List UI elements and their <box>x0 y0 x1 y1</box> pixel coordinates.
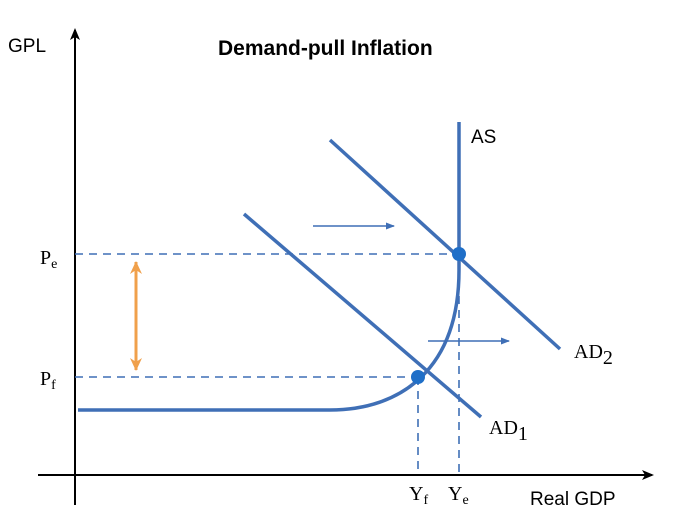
y-axis-label: GPL <box>8 36 46 57</box>
ad2-curve <box>328 138 562 351</box>
pe-label: Pe <box>40 247 57 272</box>
pf-label: Pf <box>40 368 56 393</box>
yf-subscript: f <box>423 493 428 508</box>
as-label: AS <box>471 127 496 148</box>
ad1-label: AD1 <box>489 417 528 445</box>
pf-subscript: f <box>51 378 56 393</box>
ye-label: Ye <box>448 483 469 508</box>
ad2-subscript: 2 <box>603 347 613 369</box>
ad1-subscript: 1 <box>518 423 528 445</box>
ad2-label: AD2 <box>574 341 613 369</box>
equilibrium-point-f <box>411 370 425 384</box>
chart-title: Demand-pull Inflation <box>218 37 433 60</box>
ad1-curve <box>242 212 483 419</box>
equilibrium-point-e <box>452 247 466 261</box>
x-axis-label: Real GDP <box>530 489 616 510</box>
yf-label: Yf <box>409 483 428 508</box>
ye-subscript: e <box>462 493 468 508</box>
pe-subscript: e <box>51 257 57 272</box>
